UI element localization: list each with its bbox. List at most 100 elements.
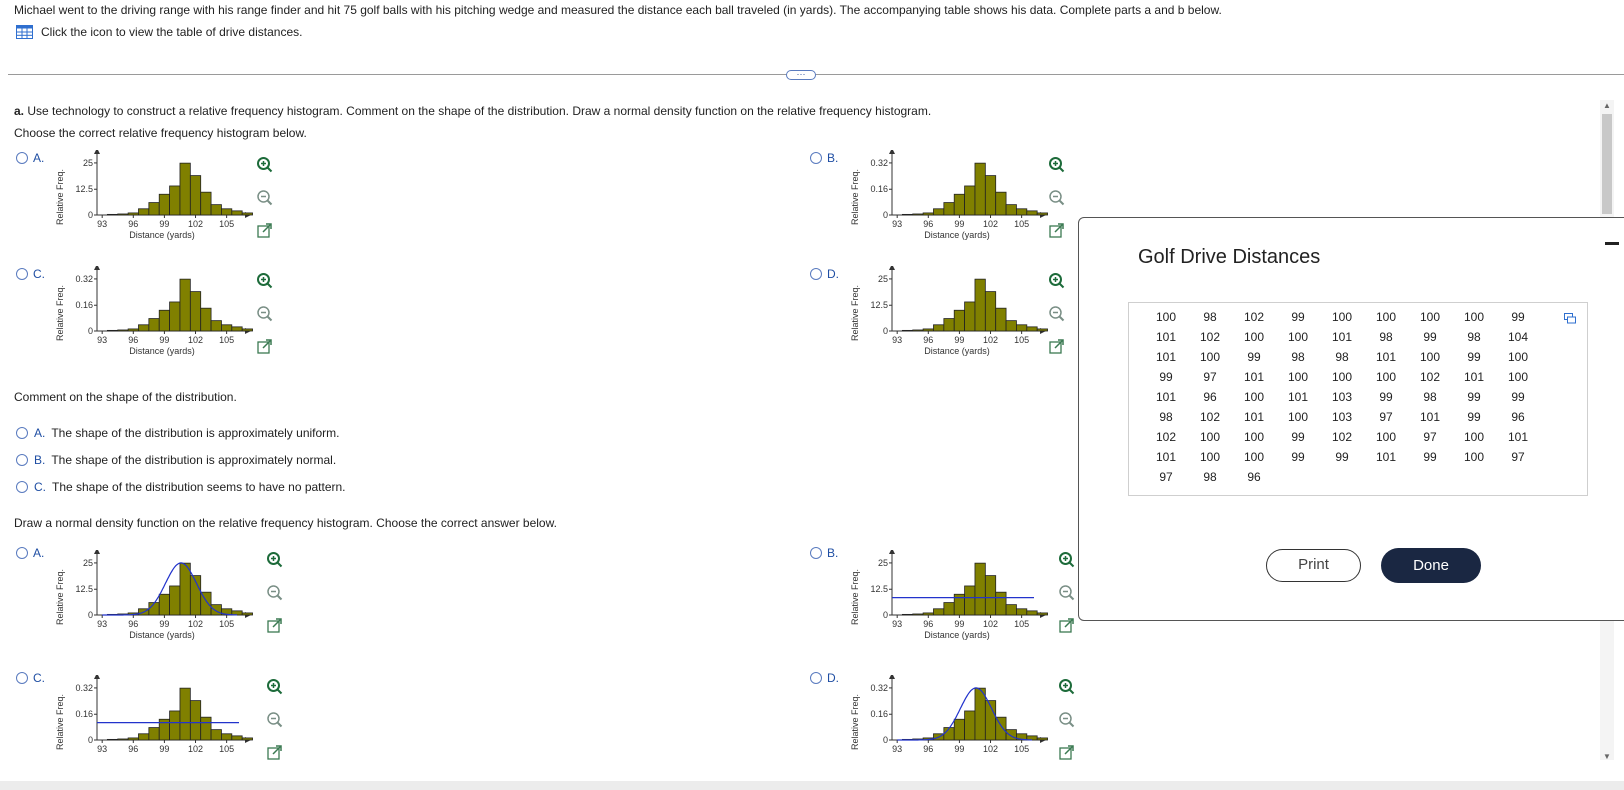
table-cell: 99 [1291, 450, 1305, 464]
view-table-text[interactable]: Click the icon to view the table of driv… [41, 25, 303, 39]
shape-option-c[interactable]: C. The shape of the distribution seems to… [16, 480, 346, 494]
radio-hist-c[interactable] [16, 268, 28, 280]
zoom-in-icon[interactable] [255, 271, 275, 291]
histogram-bar [953, 718, 965, 741]
external-link-icon[interactable] [265, 616, 285, 636]
external-link-icon[interactable] [255, 221, 275, 241]
scrollbar-thumb[interactable] [1602, 114, 1612, 214]
table-cell: 97 [1423, 430, 1437, 444]
zoom-in-icon[interactable] [1057, 677, 1077, 697]
curve-option-d[interactable]: D. [810, 671, 839, 685]
table-cell: 99 [1247, 350, 1261, 364]
curve-chart-option-a: Relative Freq. 0 12.5 25 93 96 99 102 105 Distanc… [55, 550, 253, 640]
histogram-bar [1005, 729, 1017, 741]
y-tick-label: 0.32 [870, 158, 888, 168]
radio-shape-b[interactable] [16, 454, 28, 466]
zoom-in-icon[interactable] [1047, 271, 1067, 291]
y-axis-label: Relative Freq. [850, 285, 860, 341]
y-tick-label: 0 [883, 735, 888, 745]
zoom-in-icon[interactable] [1047, 155, 1067, 175]
table-cell: 102 [1419, 370, 1441, 384]
zoom-in-icon[interactable] [265, 677, 285, 697]
y-tick-label: 12.5 [870, 300, 888, 310]
histogram-bar [127, 212, 139, 216]
bottom-bar [0, 781, 1624, 790]
radio-hist-a[interactable] [16, 152, 28, 164]
table-cell: 98 [1291, 350, 1305, 364]
histogram-bar [974, 278, 986, 332]
scroll-down-icon[interactable]: ▼ [1603, 752, 1611, 761]
histogram-bar [953, 193, 965, 216]
zoom-out-icon[interactable] [255, 304, 275, 324]
shape-option-b[interactable]: B. The shape of the distribution is appro… [16, 453, 336, 467]
zoom-out-icon[interactable] [1057, 583, 1077, 603]
x-axis-label: Distance (yards) [924, 230, 990, 240]
radio-shape-a[interactable] [16, 427, 28, 439]
radio-curve-d[interactable] [810, 672, 822, 684]
zoom-in-icon[interactable] [1057, 550, 1077, 570]
curve-option-a[interactable]: A. [16, 546, 44, 560]
table-cell: 100 [1375, 370, 1397, 384]
histogram-bar [1016, 608, 1028, 616]
y-axis-arrow [94, 675, 100, 679]
histogram-bar [964, 301, 976, 332]
histogram-bar [241, 212, 253, 216]
minimize-icon[interactable] [1605, 242, 1619, 245]
histogram-bar [912, 213, 924, 216]
x-tick-label: 96 [128, 619, 138, 629]
histogram-bar [995, 307, 1007, 332]
radio-curve-b[interactable] [810, 547, 822, 559]
hist-option-a[interactable]: A. [16, 151, 44, 165]
hist-option-b-letter: B. [827, 151, 839, 165]
radio-hist-d[interactable] [810, 268, 822, 280]
zoom-in-icon[interactable] [265, 550, 285, 570]
external-link-icon[interactable] [1047, 221, 1067, 241]
expand-button[interactable]: ··· [786, 70, 816, 80]
table-cell: 101 [1463, 370, 1485, 384]
zoom-out-icon[interactable] [1057, 710, 1077, 730]
zoom-out-icon[interactable] [1047, 188, 1067, 208]
external-link-icon[interactable] [1047, 337, 1067, 357]
table-cell: 97 [1511, 450, 1525, 464]
table-cell: 99 [1511, 310, 1525, 324]
external-link-icon[interactable] [255, 337, 275, 357]
shape-option-a[interactable]: A. The shape of the distribution is appro… [16, 426, 340, 440]
radio-shape-c[interactable] [16, 481, 28, 493]
table-cell: 100 [1419, 350, 1441, 364]
table-cell: 100 [1331, 310, 1353, 324]
histogram-bar [127, 737, 139, 741]
done-button[interactable]: Done [1381, 548, 1481, 583]
x-tick-label: 102 [188, 335, 203, 345]
x-tick-label: 102 [983, 619, 998, 629]
radio-curve-a[interactable] [16, 547, 28, 559]
histogram-bar [943, 318, 955, 332]
external-link-icon[interactable] [1057, 743, 1077, 763]
histogram-bar [995, 191, 1007, 216]
zoom-out-icon[interactable] [1047, 304, 1067, 324]
radio-hist-b[interactable] [810, 152, 822, 164]
view-table-link[interactable]: Click the icon to view the table of driv… [16, 25, 302, 39]
hist-option-b[interactable]: B. [810, 151, 838, 165]
print-button[interactable]: Print [1266, 549, 1361, 582]
shape-question: Comment on the shape of the distribution… [14, 390, 237, 404]
scroll-up-icon[interactable]: ▲ [1603, 101, 1611, 110]
radio-curve-c[interactable] [16, 672, 28, 684]
zoom-out-icon[interactable] [255, 188, 275, 208]
table-icon[interactable] [16, 25, 33, 39]
histogram-bar [210, 729, 222, 741]
hist-option-d[interactable]: D. [810, 267, 839, 281]
zoom-in-icon[interactable] [255, 155, 275, 175]
curve-option-b[interactable]: B. [810, 546, 838, 560]
shape-option-c-letter: C. [34, 480, 46, 494]
external-link-icon[interactable] [1057, 616, 1077, 636]
x-tick-label: 105 [219, 744, 234, 754]
histogram-bar [901, 613, 914, 616]
table-cell: 100 [1463, 310, 1485, 324]
zoom-out-icon[interactable] [265, 710, 285, 730]
table-cell: 96 [1511, 410, 1525, 424]
copy-icon[interactable] [1564, 313, 1576, 324]
hist-option-c[interactable]: C. [16, 267, 45, 281]
external-link-icon[interactable] [265, 743, 285, 763]
curve-option-c[interactable]: C. [16, 671, 45, 685]
zoom-out-icon[interactable] [265, 583, 285, 603]
